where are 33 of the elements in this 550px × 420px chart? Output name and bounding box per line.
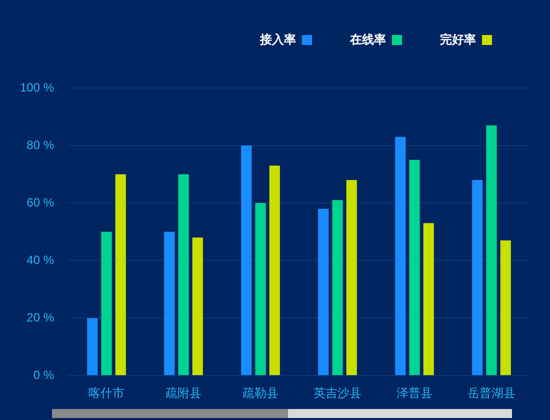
bar xyxy=(318,208,329,376)
bar xyxy=(101,232,112,376)
bar xyxy=(423,223,434,376)
bar xyxy=(395,136,406,376)
bar xyxy=(255,203,266,376)
legend-label: 完好率 xyxy=(440,32,476,46)
legend-label: 接入率 xyxy=(259,32,296,46)
bar xyxy=(178,174,189,376)
x-tick-label: 英吉沙县 xyxy=(314,386,362,400)
bar xyxy=(192,238,203,376)
bar xyxy=(332,200,343,376)
bar xyxy=(269,166,280,376)
x-tick-label: 喀什市 xyxy=(88,386,125,400)
x-tick-label: 岳普湖县 xyxy=(468,386,516,400)
bar xyxy=(500,240,511,376)
bar xyxy=(164,232,175,376)
y-tick-label: 100 % xyxy=(20,80,54,94)
y-tick-label: 80 % xyxy=(26,138,54,152)
y-tick-label: 0 % xyxy=(33,368,54,382)
bar xyxy=(87,318,98,376)
x-tick-label: 疏附县 xyxy=(166,386,202,400)
bar xyxy=(115,174,126,376)
x-tick-label: 疏勒县 xyxy=(242,386,279,400)
x-tick-label: 泽普县 xyxy=(396,386,433,400)
bar xyxy=(486,125,497,376)
y-tick-label: 40 % xyxy=(26,252,54,267)
bar xyxy=(409,160,420,376)
legend-label: 在线率 xyxy=(349,32,386,46)
bar xyxy=(241,146,252,376)
y-tick-label: 60 % xyxy=(26,195,54,210)
bar xyxy=(472,180,483,376)
bar xyxy=(346,180,357,376)
y-tick-label: 20 % xyxy=(26,310,54,324)
